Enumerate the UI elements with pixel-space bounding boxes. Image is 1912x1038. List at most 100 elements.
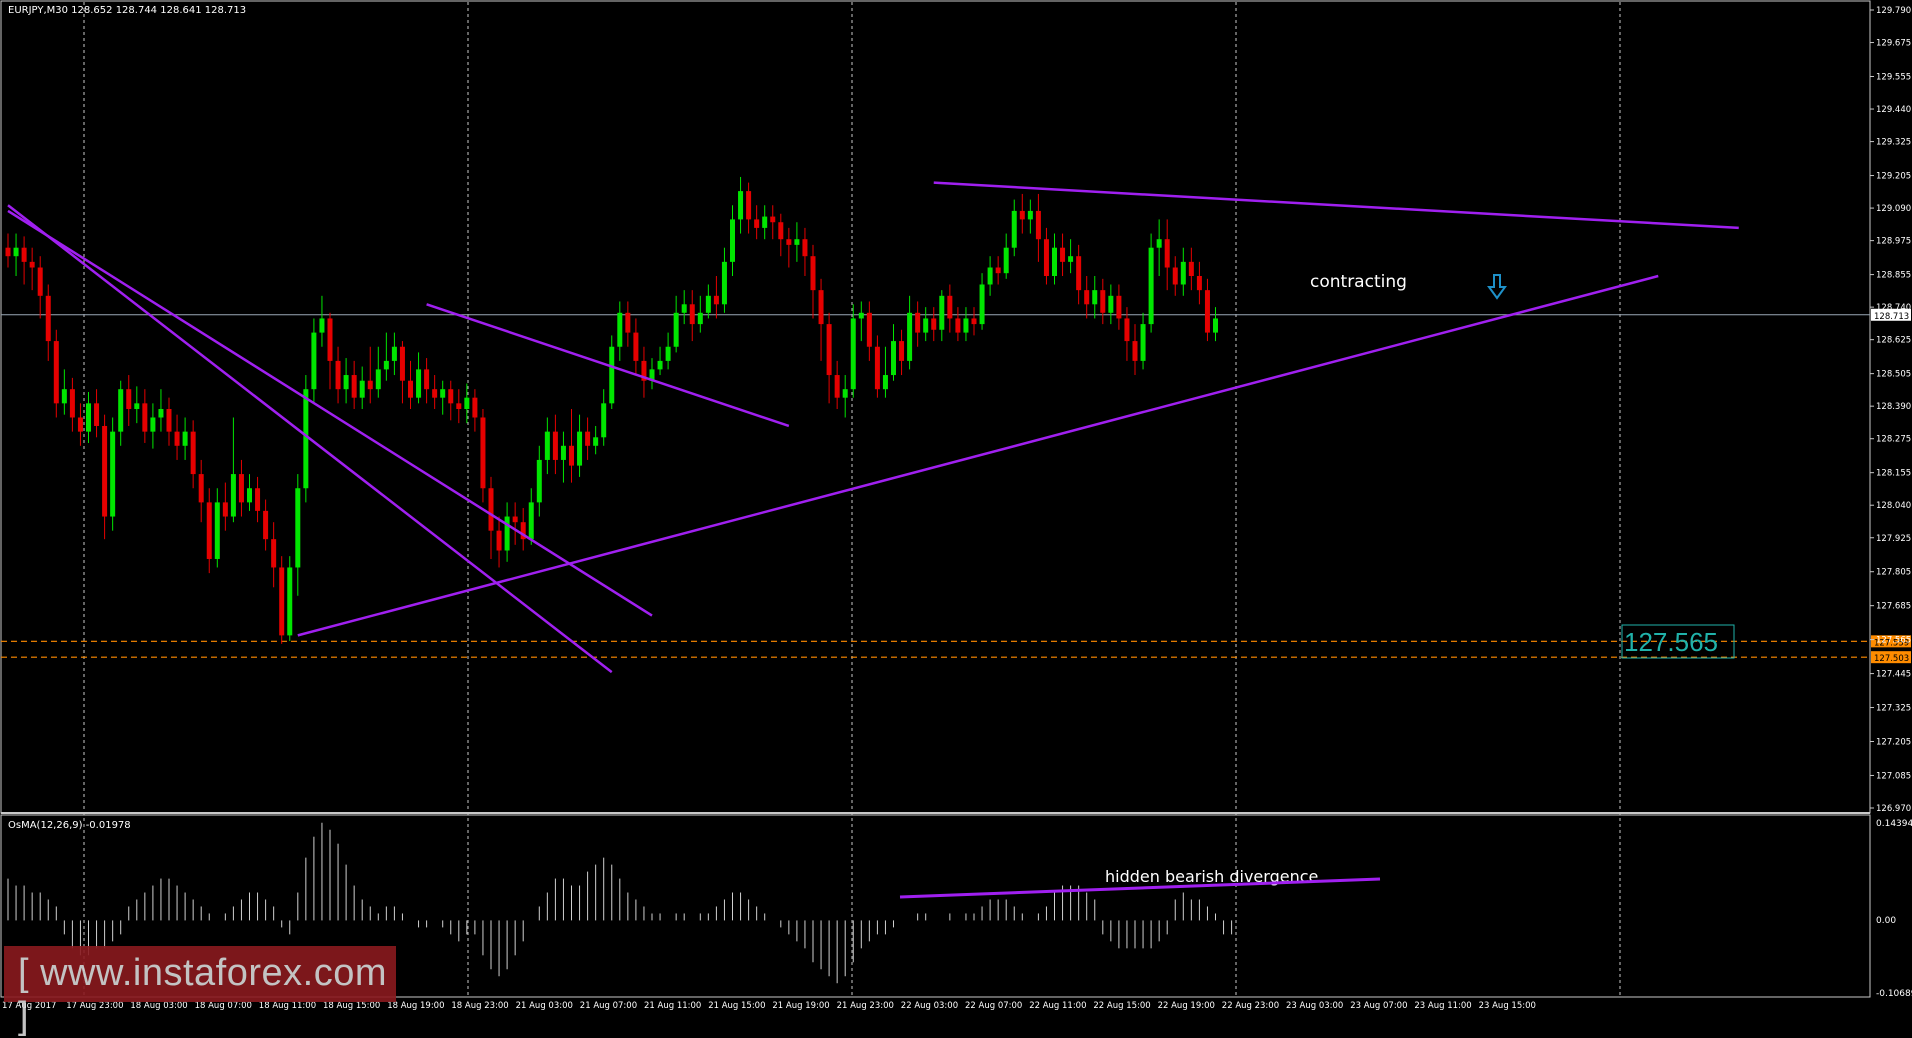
time-axis: 17 Aug 2017 17 Aug 23:00 18 Aug 03:00 18 Au… bbox=[2, 1001, 1536, 1011]
candle-body bbox=[665, 346, 671, 361]
price-tick-label: 128.155 bbox=[1876, 469, 1911, 479]
candle-body bbox=[1035, 210, 1041, 240]
candle-body bbox=[633, 332, 639, 361]
candle-body bbox=[931, 318, 937, 330]
candle-body bbox=[955, 318, 961, 333]
time-tick-label: 22 Aug 11:00 bbox=[1029, 1001, 1086, 1011]
candle-body bbox=[472, 397, 478, 418]
candle-body bbox=[1140, 324, 1146, 361]
candle-body bbox=[915, 312, 921, 333]
candle-body bbox=[1003, 247, 1009, 274]
candle-body bbox=[69, 389, 75, 418]
candle-body bbox=[770, 216, 776, 223]
symbol-header: EURJPY,M30 128.652 128.744 128.641 128.7… bbox=[8, 5, 246, 16]
candle-body bbox=[1068, 256, 1074, 262]
level-box bbox=[1621, 624, 1735, 659]
candle-body bbox=[681, 304, 687, 313]
candle-body bbox=[738, 191, 744, 220]
time-tick-label: 23 Aug 03:00 bbox=[1286, 1001, 1343, 1011]
candle-body bbox=[1052, 247, 1057, 276]
candle-body bbox=[432, 389, 438, 398]
candle-body bbox=[61, 389, 67, 404]
divergence-annotation: hidden bearish divergence bbox=[1105, 867, 1318, 886]
price-tick-label: 128.505 bbox=[1876, 370, 1911, 380]
price-tick-label: 127.445 bbox=[1876, 670, 1911, 680]
time-tick-label: 21 Aug 07:00 bbox=[580, 1001, 637, 1011]
candle-body bbox=[1108, 295, 1114, 313]
time-tick-label: 18 Aug 19:00 bbox=[387, 1001, 444, 1011]
candle-body bbox=[134, 403, 140, 409]
candle-body bbox=[625, 312, 631, 333]
candle-body bbox=[802, 239, 808, 257]
time-tick-label: 22 Aug 23:00 bbox=[1222, 1001, 1279, 1011]
osma-scale-zero: 0.00 bbox=[1876, 916, 1896, 926]
price-tick-label: 128.740 bbox=[1876, 303, 1911, 313]
candle-body bbox=[126, 389, 132, 409]
candle-body bbox=[971, 318, 977, 325]
support-level-label: 127.503 bbox=[1874, 654, 1909, 664]
candle-body bbox=[721, 261, 727, 305]
candle-body bbox=[746, 191, 752, 220]
price-tick-label: 127.925 bbox=[1876, 534, 1911, 544]
trendline bbox=[7, 204, 613, 674]
time-tick-label: 18 Aug 11:00 bbox=[259, 1001, 316, 1011]
candle-body bbox=[987, 267, 993, 285]
candle-body bbox=[45, 295, 51, 342]
candle-body bbox=[271, 539, 277, 568]
candle-body bbox=[641, 360, 647, 381]
candle-body bbox=[166, 409, 172, 432]
candle-body bbox=[399, 346, 405, 381]
trendlines bbox=[7, 181, 1739, 674]
level-box-label: 127.565 bbox=[1624, 627, 1718, 657]
candle-body bbox=[319, 318, 325, 333]
candle-body bbox=[158, 409, 164, 418]
price-tick-label: 128.040 bbox=[1876, 501, 1911, 511]
candle-body bbox=[697, 312, 703, 325]
grid bbox=[83, 2, 1621, 996]
candle-body bbox=[939, 295, 945, 330]
candle-body bbox=[359, 380, 365, 398]
candle-body bbox=[367, 380, 373, 390]
candle-body bbox=[343, 375, 349, 390]
candle-body bbox=[577, 431, 583, 466]
candle-body bbox=[552, 431, 558, 460]
candle-body bbox=[1084, 290, 1090, 305]
candle-body bbox=[1011, 210, 1017, 248]
candle-body bbox=[995, 267, 1001, 274]
candle-body bbox=[142, 403, 148, 432]
candle-body bbox=[174, 431, 180, 446]
candle-body bbox=[456, 403, 462, 409]
price-tick-label: 129.555 bbox=[1876, 73, 1911, 83]
support-level-tag bbox=[1871, 651, 1911, 664]
candle-body bbox=[1116, 295, 1122, 319]
time-tick-label: 22 Aug 15:00 bbox=[1093, 1001, 1150, 1011]
time-tick-label: 18 Aug 03:00 bbox=[130, 1001, 187, 1011]
indicator-panel-border bbox=[0, 814, 1871, 998]
candle-body bbox=[1124, 318, 1130, 342]
candle-body bbox=[963, 318, 969, 333]
current-price-label: 128.713 bbox=[1874, 312, 1909, 322]
candle-body bbox=[657, 360, 663, 370]
candle-body bbox=[528, 502, 534, 540]
price-tick-label: 128.975 bbox=[1876, 237, 1911, 247]
candle-body bbox=[1156, 239, 1162, 248]
candle-body bbox=[77, 417, 83, 432]
candle-body bbox=[1180, 261, 1186, 285]
candle-body bbox=[834, 375, 840, 398]
candle-body bbox=[335, 360, 341, 390]
price-axis: 129.790 129.675 129.555 129.440 129.325 129.2… bbox=[1870, 6, 1911, 814]
candle-body bbox=[818, 290, 824, 325]
candle-body bbox=[1164, 239, 1170, 268]
candle-body bbox=[866, 312, 872, 347]
time-tick-label: 21 Aug 23:00 bbox=[837, 1001, 894, 1011]
candle-body bbox=[778, 222, 784, 240]
time-tick-label: 23 Aug 15:00 bbox=[1479, 1001, 1536, 1011]
candle-body bbox=[214, 502, 220, 559]
time-tick-label: 23 Aug 11:00 bbox=[1414, 1001, 1471, 1011]
candle-body bbox=[327, 318, 333, 361]
trendline bbox=[297, 274, 1659, 637]
time-tick-label: 18 Aug 07:00 bbox=[195, 1001, 252, 1011]
candle-body bbox=[53, 341, 59, 404]
time-tick-label: 21 Aug 19:00 bbox=[772, 1001, 829, 1011]
